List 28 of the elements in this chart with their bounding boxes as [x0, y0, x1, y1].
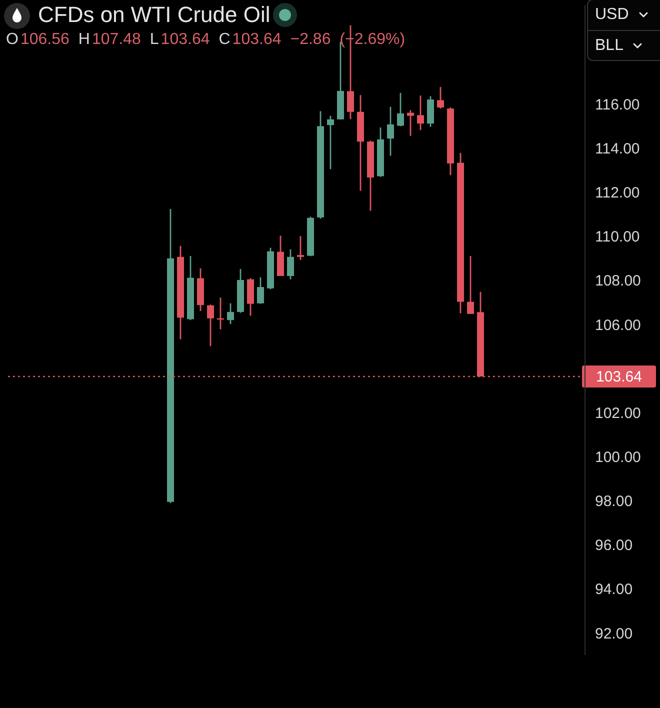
chart-title: CFDs on WTI Crude Oil	[38, 2, 270, 28]
y-tick-label: 100.00	[595, 449, 641, 466]
candlestick	[287, 248, 294, 280]
y-tick-label: 114.00	[595, 140, 640, 158]
candlestick	[467, 255, 474, 315]
y-tick-label: 92.00	[595, 625, 633, 642]
dropdown: BLL	[587, 30, 660, 61]
candlestick	[437, 86, 444, 110]
y-tick-label: 108.00	[595, 272, 641, 290]
candlestick	[417, 94, 424, 131]
candlestick	[387, 106, 394, 156]
y-tick-label: 94.00	[595, 581, 633, 598]
candlestick	[207, 304, 214, 347]
candlestick	[407, 109, 414, 137]
y-tick-label: 112.00	[595, 184, 640, 202]
y-tick-label: 98.00	[595, 493, 633, 510]
ref-line-label: 103.64	[596, 368, 642, 386]
candlestick	[257, 276, 264, 304]
candlestick	[397, 92, 404, 127]
candlestick	[297, 235, 304, 261]
y-tick-label: 96.00	[595, 537, 633, 554]
y-tick-label: 102.00	[595, 404, 641, 422]
y-tick-label: 110.00	[595, 228, 640, 246]
candlestick	[227, 302, 234, 325]
y-tick-label: 106.00	[595, 316, 641, 334]
dropdown: USD	[587, 0, 660, 30]
y-tick-label: 116.00	[595, 96, 640, 114]
candlestick	[327, 115, 334, 170]
